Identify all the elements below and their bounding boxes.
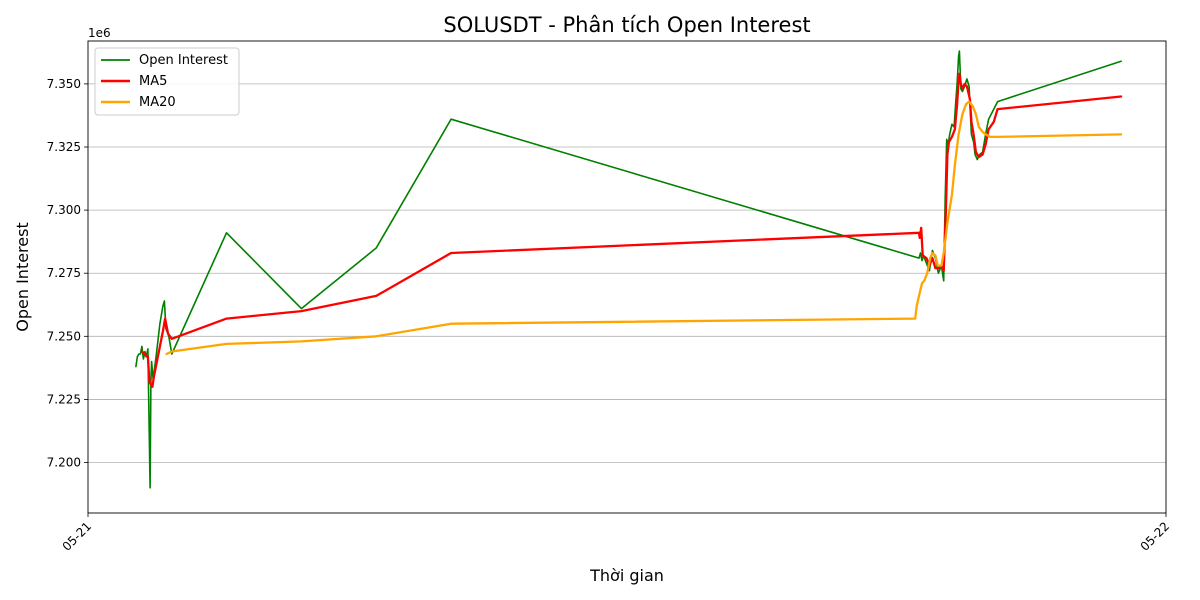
y-tick-label: 7.275 — [47, 266, 81, 280]
x-axis-title: Thời gian — [589, 566, 664, 585]
series-line-ma5 — [140, 72, 1123, 388]
y-tick-label: 7.325 — [47, 140, 81, 154]
y-tick-label: 7.350 — [47, 77, 81, 91]
legend-label: Open Interest — [139, 53, 228, 68]
y-axis-title: Open Interest — [13, 222, 32, 331]
chart-title: SOLUSDT - Phân tích Open Interest — [443, 13, 810, 37]
legend-box — [94, 47, 240, 116]
y-tick-label: 7.200 — [47, 456, 81, 470]
legend-label: MA5 — [139, 74, 167, 89]
legend-label: MA20 — [139, 95, 176, 110]
series-line-ma20 — [165, 100, 1123, 356]
plot-frame — [87, 40, 1167, 514]
y-tick-label: 7.250 — [47, 329, 81, 343]
legend: Open Interest MA5 MA20 — [94, 47, 240, 116]
plot-area: 7.2007.2257.2507.2757.3007.3257.35005-21… — [47, 40, 1172, 554]
series-line-open-interest — [135, 50, 1122, 489]
y-tick-label: 7.225 — [47, 392, 81, 406]
y-tick-label: 7.300 — [47, 203, 81, 217]
y-axis-scale-label: 1e6 — [88, 26, 111, 40]
